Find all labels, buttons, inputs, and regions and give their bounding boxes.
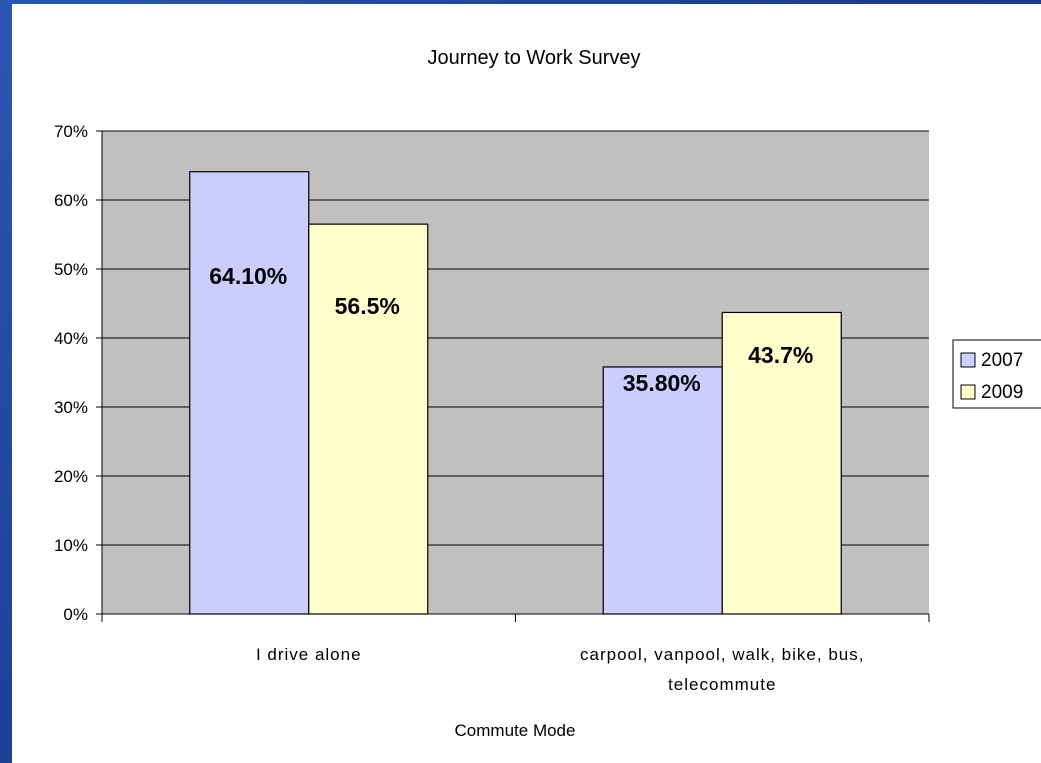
y-tick-label: 40% (54, 329, 88, 348)
chart-area: Journey to Work Survey 0% 10% 20% 30% 40% 50%… (12, 4, 1041, 763)
category-label: I drive alone (256, 645, 362, 664)
legend-swatch (960, 384, 976, 400)
y-tick-label: 50% (54, 260, 88, 279)
y-tick-label: 10% (54, 536, 88, 555)
legend-label: 2007 (981, 350, 1023, 371)
y-tick-label: 0% (63, 605, 88, 624)
chart-svg: Journey to Work Survey 0% 10% 20% 30% 40% 50%… (54, 47, 1041, 740)
category-label: telecommute (668, 675, 776, 694)
data-label: 56.5% (335, 293, 400, 319)
legend-swatch (960, 352, 976, 368)
data-label: 43.7% (748, 342, 813, 368)
bar (189, 171, 310, 615)
data-label: 64.10% (209, 263, 287, 289)
y-tick-label: 60% (54, 191, 88, 210)
data-label: 35.80% (623, 370, 701, 396)
bar (721, 311, 842, 615)
y-tick-label: 20% (54, 467, 88, 486)
y-tick-label: 30% (54, 398, 88, 417)
x-axis-title: Commute Mode (455, 721, 576, 740)
bar (602, 366, 723, 615)
chart-title: Journey to Work Survey (427, 47, 640, 69)
bar (308, 223, 429, 615)
legend-label: 2009 (981, 382, 1023, 403)
category-label: carpool, vanpool, walk, bike, bus, (580, 645, 864, 664)
y-tick-label: 70% (54, 122, 88, 141)
